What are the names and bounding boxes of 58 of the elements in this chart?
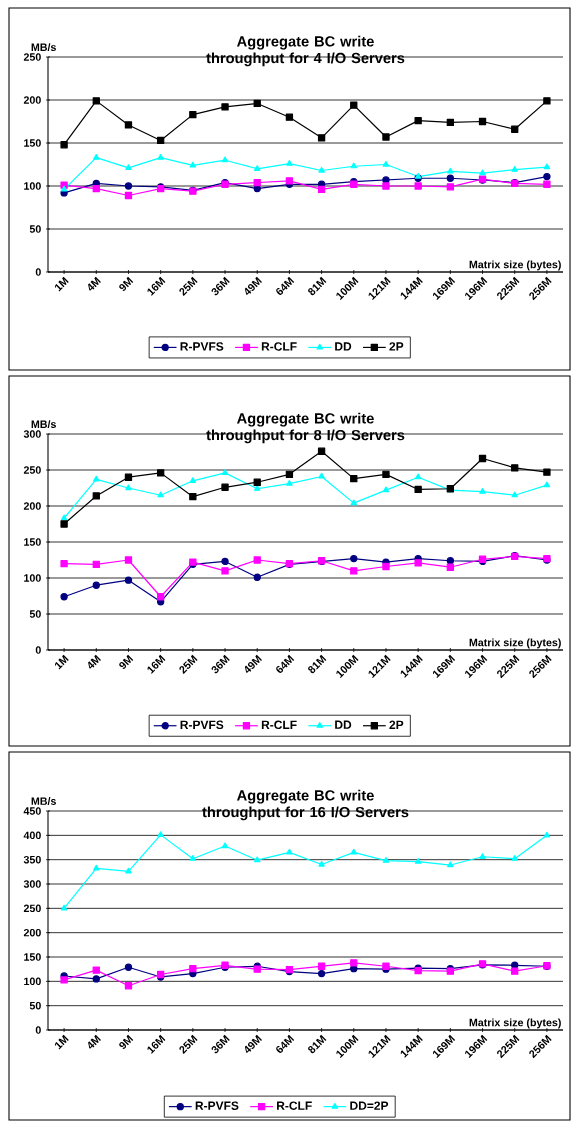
legend-label: 2P (389, 720, 404, 729)
y-axis-title: MB/s (31, 420, 56, 429)
chart-title: Aggregate BC write throughput for 16 I/O Servers (202, 789, 409, 821)
legend-label: 2P (389, 342, 404, 351)
legend-label: R-CLF (261, 342, 297, 351)
y-tick-label: 0 (35, 268, 41, 276)
y-tick-label: 150 (24, 139, 41, 147)
y-tick-label: 0 (35, 1026, 41, 1034)
chart-title: Aggregate BC write throughput for 8 I/O Servers (206, 412, 405, 444)
legend-label: DD (335, 342, 352, 351)
y-axis-title: MB/s (31, 797, 56, 806)
y-tick-label: 300 (23, 430, 41, 438)
x-tick-label: 64M (276, 276, 295, 295)
y-tick-label: 50 (29, 225, 41, 233)
x-tick-label: 4M (88, 276, 101, 291)
x-tick-label: 49M (244, 1034, 262, 1054)
y-tick-label: 200 (23, 928, 41, 937)
x-tick-label: 49M (244, 276, 262, 296)
y-tick-label: 100 (24, 182, 41, 190)
x-tick-label: 64M (276, 654, 295, 673)
y-tick-label: 250 (23, 466, 41, 474)
x-axis-title: Matrix size (bytes) (469, 638, 561, 649)
x-axis-title: Matrix size (bytes) (469, 1018, 561, 1029)
x-tick-label: 64M (276, 1034, 295, 1053)
legend-label: R-CLF (261, 720, 297, 730)
legend-label: R-CLF (277, 1101, 312, 1110)
y-tick-label: 450 (23, 807, 41, 815)
y-axis-title: MB/s (31, 43, 56, 52)
legend-label: R-PVFS (180, 720, 224, 730)
x-tick-label: 9M (119, 654, 134, 669)
legend-label: DD=2P (350, 1101, 389, 1110)
x-tick-label: 49M (244, 654, 262, 674)
legend-label: R-PVFS (180, 342, 224, 351)
y-tick-label: 150 (24, 538, 41, 546)
legend-label: DD (335, 720, 352, 729)
y-tick-label: 250 (23, 904, 41, 913)
y-tick-label: 350 (23, 855, 41, 864)
y-tick-label: 200 (23, 502, 41, 510)
x-tick-label: 1M (54, 276, 69, 292)
chart-title: Aggregate BC write throughput for 4 I/O Servers (206, 35, 405, 67)
x-tick-label: 1M (54, 1034, 69, 1050)
x-tick-label: 4M (88, 654, 101, 669)
legend-label: R-PVFS (195, 1101, 239, 1110)
x-tick-label: 1M (54, 654, 69, 670)
y-tick-label: 50 (29, 1001, 41, 1010)
y-tick-label: 250 (23, 53, 41, 61)
y-tick-label: 150 (24, 953, 41, 961)
x-tick-label: 9M (119, 276, 134, 291)
y-tick-label: 400 (23, 831, 41, 840)
y-tick-label: 200 (23, 96, 41, 104)
y-tick-label: 100 (24, 977, 41, 986)
x-tick-label: 4M (88, 1034, 101, 1049)
y-tick-label: 50 (29, 610, 41, 618)
y-tick-label: 300 (23, 880, 41, 888)
y-tick-label: 0 (35, 646, 41, 654)
x-axis-title: Matrix size (bytes) (469, 260, 561, 271)
x-tick-label: 9M (119, 1034, 134, 1049)
y-tick-label: 100 (24, 574, 41, 582)
